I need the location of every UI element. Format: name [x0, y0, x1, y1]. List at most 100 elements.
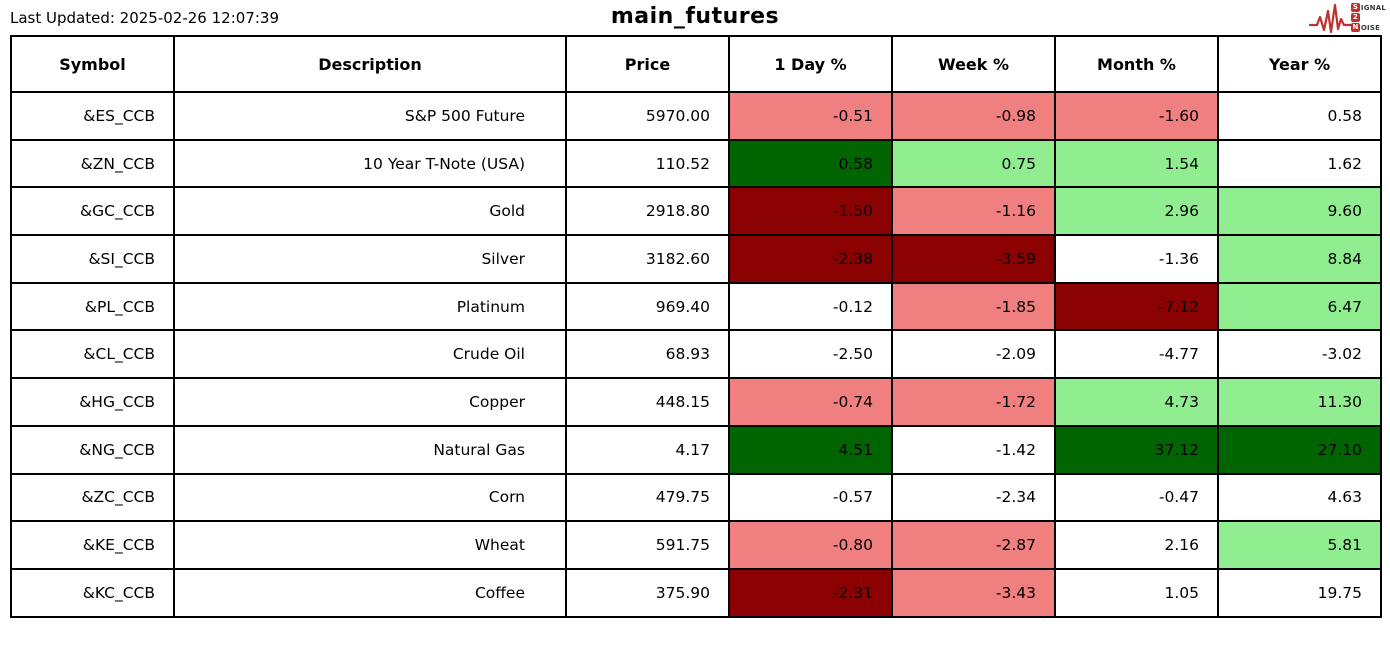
price-cell: 3182.60 [565, 234, 730, 284]
header-row: Symbol Description Price 1 Day % Week % … [10, 35, 1382, 93]
symbol-cell: &ES_CCB [10, 91, 175, 141]
symbol-cell: &PL_CCB [10, 281, 175, 332]
page-title: main_futures [610, 4, 780, 29]
column-header-year: Year % [1217, 35, 1382, 93]
column-header-price: Price [565, 35, 730, 93]
day-pct-cell: -2.38 [728, 234, 893, 284]
logo-box-s: S [1350, 3, 1360, 12]
week-pct-cell: -2.09 [891, 329, 1056, 380]
table-row: &HG_CCB Copper 448.15 -0.74 -1.72 4.73 11.30 [10, 377, 1382, 427]
year-pct-cell: 6.47 [1217, 281, 1382, 332]
year-pct-cell: 8.84 [1217, 234, 1382, 284]
month-pct-cell: -1.60 [1054, 91, 1219, 141]
table-row: &ES_CCB S&P 500 Future 5970.00 -0.51 -0.98 -1… [10, 91, 1382, 141]
column-header-week: Week % [891, 35, 1056, 93]
column-header-symbol: Symbol [10, 35, 175, 93]
week-pct-cell: 0.75 [891, 138, 1056, 189]
year-pct-cell: 19.75 [1217, 567, 1382, 618]
price-cell: 479.75 [565, 472, 730, 523]
year-pct-cell: 27.10 [1217, 424, 1382, 475]
futures-table: Symbol Description Price 1 Day % Week % … [10, 35, 1382, 618]
price-cell: 591.75 [565, 520, 730, 570]
day-pct-cell: -1.50 [728, 186, 893, 237]
description-cell: Platinum [173, 281, 567, 332]
month-pct-cell: 1.05 [1054, 567, 1219, 618]
week-pct-cell: -2.34 [891, 472, 1056, 523]
day-pct-cell: -0.12 [728, 281, 893, 332]
week-pct-cell: -0.98 [891, 91, 1056, 141]
year-pct-cell: -3.02 [1217, 329, 1382, 380]
description-cell: Coffee [173, 567, 567, 618]
month-pct-cell: -0.47 [1054, 472, 1219, 523]
table-row: &PL_CCB Platinum 969.40 -0.12 -1.85 -7.12 6.47 [10, 281, 1382, 332]
symbol-cell: &KC_CCB [10, 567, 175, 618]
description-cell: 10 Year T-Note (USA) [173, 138, 567, 189]
table-body: &ES_CCB S&P 500 Future 5970.00 -0.51 -0.98 -1… [10, 91, 1382, 618]
price-cell: 2918.80 [565, 186, 730, 237]
week-pct-cell: -2.87 [891, 520, 1056, 570]
week-pct-cell: -3.43 [891, 567, 1056, 618]
description-cell: Natural Gas [173, 424, 567, 475]
description-cell: S&P 500 Future [173, 91, 567, 141]
signal2noise-logo: S IGNAL 2 N OISE [1308, 2, 1386, 34]
table-row: &KC_CCB Coffee 375.90 -2.31 -3.43 1.05 19.75 [10, 567, 1382, 618]
description-cell: Gold [173, 186, 567, 237]
symbol-cell: &NG_CCB [10, 424, 175, 475]
year-pct-cell: 9.60 [1217, 186, 1382, 237]
symbol-cell: &HG_CCB [10, 377, 175, 427]
year-pct-cell: 4.63 [1217, 472, 1382, 523]
price-cell: 375.90 [565, 567, 730, 618]
price-cell: 4.17 [565, 424, 730, 475]
column-header-description: Description [173, 35, 567, 93]
symbol-cell: &CL_CCB [10, 329, 175, 380]
day-pct-cell: -2.50 [728, 329, 893, 380]
symbol-cell: &GC_CCB [10, 186, 175, 237]
day-pct-cell: 4.51 [728, 424, 893, 475]
month-pct-cell: -1.36 [1054, 234, 1219, 284]
logo-text-oise: OISE [1360, 23, 1381, 32]
logo-text: S IGNAL 2 N OISE [1350, 3, 1386, 34]
year-pct-cell: 0.58 [1217, 91, 1382, 141]
logo-box-2: 2 [1350, 13, 1360, 22]
table-row: &ZN_CCB 10 Year T-Note (USA) 110.52 0.58 0.7… [10, 138, 1382, 189]
day-pct-cell: -0.74 [728, 377, 893, 427]
week-pct-cell: -3.59 [891, 234, 1056, 284]
description-cell: Corn [173, 472, 567, 523]
top-bar: Last Updated: 2025-02-26 12:07:39 main_f… [0, 0, 1390, 35]
year-pct-cell: 5.81 [1217, 520, 1382, 570]
week-pct-cell: -1.42 [891, 424, 1056, 475]
day-pct-cell: -0.57 [728, 472, 893, 523]
price-cell: 68.93 [565, 329, 730, 380]
description-cell: Silver [173, 234, 567, 284]
day-pct-cell: -0.80 [728, 520, 893, 570]
symbol-cell: &KE_CCB [10, 520, 175, 570]
column-header-month: Month % [1054, 35, 1219, 93]
column-header-1day: 1 Day % [728, 35, 893, 93]
month-pct-cell: 2.96 [1054, 186, 1219, 237]
table-row: &GC_CCB Gold 2918.80 -1.50 -1.16 2.96 9.60 [10, 186, 1382, 237]
last-updated-text: Last Updated: 2025-02-26 12:07:39 [10, 9, 279, 27]
price-cell: 448.15 [565, 377, 730, 427]
table-row: &SI_CCB Silver 3182.60 -2.38 -3.59 -1.36 8.84 [10, 234, 1382, 284]
description-cell: Wheat [173, 520, 567, 570]
heartbeat-waveform-icon [1308, 2, 1354, 34]
table-row: &ZC_CCB Corn 479.75 -0.57 -2.34 -0.47 4.63 [10, 472, 1382, 523]
month-pct-cell: 37.12 [1054, 424, 1219, 475]
day-pct-cell: -2.31 [728, 567, 893, 618]
table-row: &CL_CCB Crude Oil 68.93 -2.50 -2.09 -4.77 -3.0… [10, 329, 1382, 380]
description-cell: Copper [173, 377, 567, 427]
symbol-cell: &SI_CCB [10, 234, 175, 284]
table-row: &NG_CCB Natural Gas 4.17 4.51 -1.42 37.12 27.1… [10, 424, 1382, 475]
week-pct-cell: -1.16 [891, 186, 1056, 237]
day-pct-cell: -0.51 [728, 91, 893, 141]
price-cell: 5970.00 [565, 91, 730, 141]
month-pct-cell: 2.16 [1054, 520, 1219, 570]
logo-text-ignal: IGNAL [1360, 3, 1386, 12]
symbol-cell: &ZN_CCB [10, 138, 175, 189]
month-pct-cell: -7.12 [1054, 281, 1219, 332]
price-cell: 969.40 [565, 281, 730, 332]
week-pct-cell: -1.85 [891, 281, 1056, 332]
month-pct-cell: -4.77 [1054, 329, 1219, 380]
table-row: &KE_CCB Wheat 591.75 -0.80 -2.87 2.16 5.81 [10, 520, 1382, 570]
day-pct-cell: 0.58 [728, 138, 893, 189]
